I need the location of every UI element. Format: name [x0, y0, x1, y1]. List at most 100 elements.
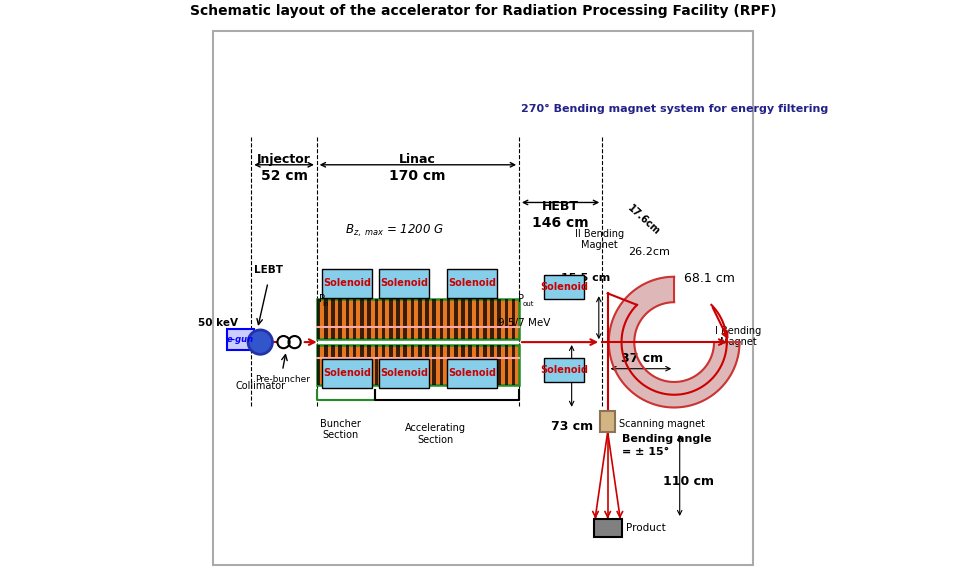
Bar	[317, 346, 519, 386]
Title: Schematic layout of the accelerator for Radiation Processing Facility (RPF): Schematic layout of the accelerator for …	[189, 4, 777, 18]
Bar	[317, 299, 321, 339]
Bar	[447, 346, 450, 386]
Text: 270° Bending magnet system for energy filtering: 270° Bending magnet system for energy fi…	[521, 104, 828, 115]
Text: Injector: Injector	[257, 153, 311, 166]
Text: Pre-buncher: Pre-buncher	[255, 375, 310, 384]
Bar	[544, 358, 583, 382]
Text: LEBT: LEBT	[253, 265, 282, 275]
Bar	[447, 299, 450, 339]
Bar	[380, 359, 429, 387]
Bar	[346, 299, 350, 339]
Text: e-gun: e-gun	[227, 335, 254, 345]
Bar	[317, 346, 321, 386]
Bar	[512, 299, 516, 339]
Bar	[338, 346, 342, 386]
Text: Solenoid: Solenoid	[324, 368, 371, 378]
Bar	[440, 299, 443, 339]
Bar	[483, 346, 487, 386]
Text: Solenoid: Solenoid	[448, 278, 496, 288]
Bar	[504, 346, 508, 386]
Text: Solenoid: Solenoid	[324, 278, 371, 288]
Text: Solenoid: Solenoid	[540, 365, 588, 375]
Bar	[375, 299, 378, 339]
Bar	[447, 269, 497, 298]
Text: 68.1 cm: 68.1 cm	[684, 272, 734, 285]
Text: 52 cm: 52 cm	[261, 169, 307, 183]
Text: 37 cm: 37 cm	[621, 352, 663, 365]
Bar	[411, 299, 414, 339]
Bar	[360, 346, 364, 386]
Text: 170 cm: 170 cm	[389, 169, 446, 183]
Bar	[404, 299, 407, 339]
Text: HEBT: HEBT	[542, 200, 579, 213]
Text: Product: Product	[626, 523, 666, 533]
Text: Buncher
Section: Buncher Section	[320, 419, 360, 440]
Text: 26.2cm: 26.2cm	[628, 247, 670, 257]
Bar	[396, 346, 400, 386]
Bar	[454, 299, 458, 339]
Text: 50 keV: 50 keV	[198, 318, 239, 328]
Text: Linac: Linac	[399, 153, 436, 166]
Bar	[353, 299, 356, 339]
Circle shape	[248, 330, 272, 354]
Bar	[367, 299, 371, 339]
Text: I Bending
Magnet: I Bending Magnet	[715, 326, 761, 347]
Text: P: P	[519, 294, 525, 304]
Bar	[338, 299, 342, 339]
Bar	[382, 346, 385, 386]
Text: Solenoid: Solenoid	[381, 368, 428, 378]
Bar	[461, 346, 465, 386]
Bar	[360, 299, 364, 339]
Bar	[497, 346, 501, 386]
Bar	[227, 329, 254, 350]
Bar	[324, 346, 327, 386]
Bar	[380, 269, 429, 298]
Bar	[396, 299, 400, 339]
Bar	[475, 299, 479, 339]
Text: in: in	[323, 301, 329, 307]
Text: II Bending
Magnet: II Bending Magnet	[575, 229, 624, 250]
Bar	[411, 346, 414, 386]
Bar	[490, 299, 494, 339]
Bar	[544, 275, 583, 299]
Bar	[331, 346, 335, 386]
Bar	[433, 346, 436, 386]
Text: = ± 15°: = ± 15°	[621, 447, 668, 457]
Text: 110 cm: 110 cm	[663, 475, 714, 488]
Bar	[512, 346, 516, 386]
Bar	[475, 346, 479, 386]
Bar	[454, 346, 458, 386]
Bar	[440, 346, 443, 386]
Text: Accelerating
Section: Accelerating Section	[406, 423, 467, 445]
Bar	[461, 299, 465, 339]
Bar	[382, 299, 385, 339]
Bar	[418, 299, 421, 339]
Text: Solenoid: Solenoid	[540, 282, 588, 292]
Text: Bending angle: Bending angle	[621, 434, 711, 444]
Bar	[389, 299, 392, 339]
Bar	[324, 299, 327, 339]
Text: Solenoid: Solenoid	[381, 278, 428, 288]
Text: Solenoid: Solenoid	[448, 368, 496, 378]
Bar	[323, 269, 372, 298]
Bar	[433, 299, 436, 339]
Text: 146 cm: 146 cm	[532, 216, 589, 230]
Bar	[490, 346, 494, 386]
Bar	[483, 299, 487, 339]
Bar	[425, 346, 429, 386]
Bar	[447, 359, 497, 387]
Text: 17.6cm: 17.6cm	[626, 203, 662, 237]
Bar	[317, 299, 519, 339]
Text: P: P	[319, 294, 325, 304]
Text: out: out	[523, 301, 534, 307]
Polygon shape	[609, 277, 740, 408]
Bar	[346, 346, 350, 386]
Bar	[375, 346, 378, 386]
Text: 15.5 cm: 15.5 cm	[561, 273, 611, 283]
Bar	[601, 411, 615, 432]
Bar	[469, 299, 472, 339]
Bar	[323, 359, 372, 387]
Text: Scanning magnet: Scanning magnet	[619, 419, 705, 429]
Bar	[404, 346, 407, 386]
Bar	[497, 299, 501, 339]
